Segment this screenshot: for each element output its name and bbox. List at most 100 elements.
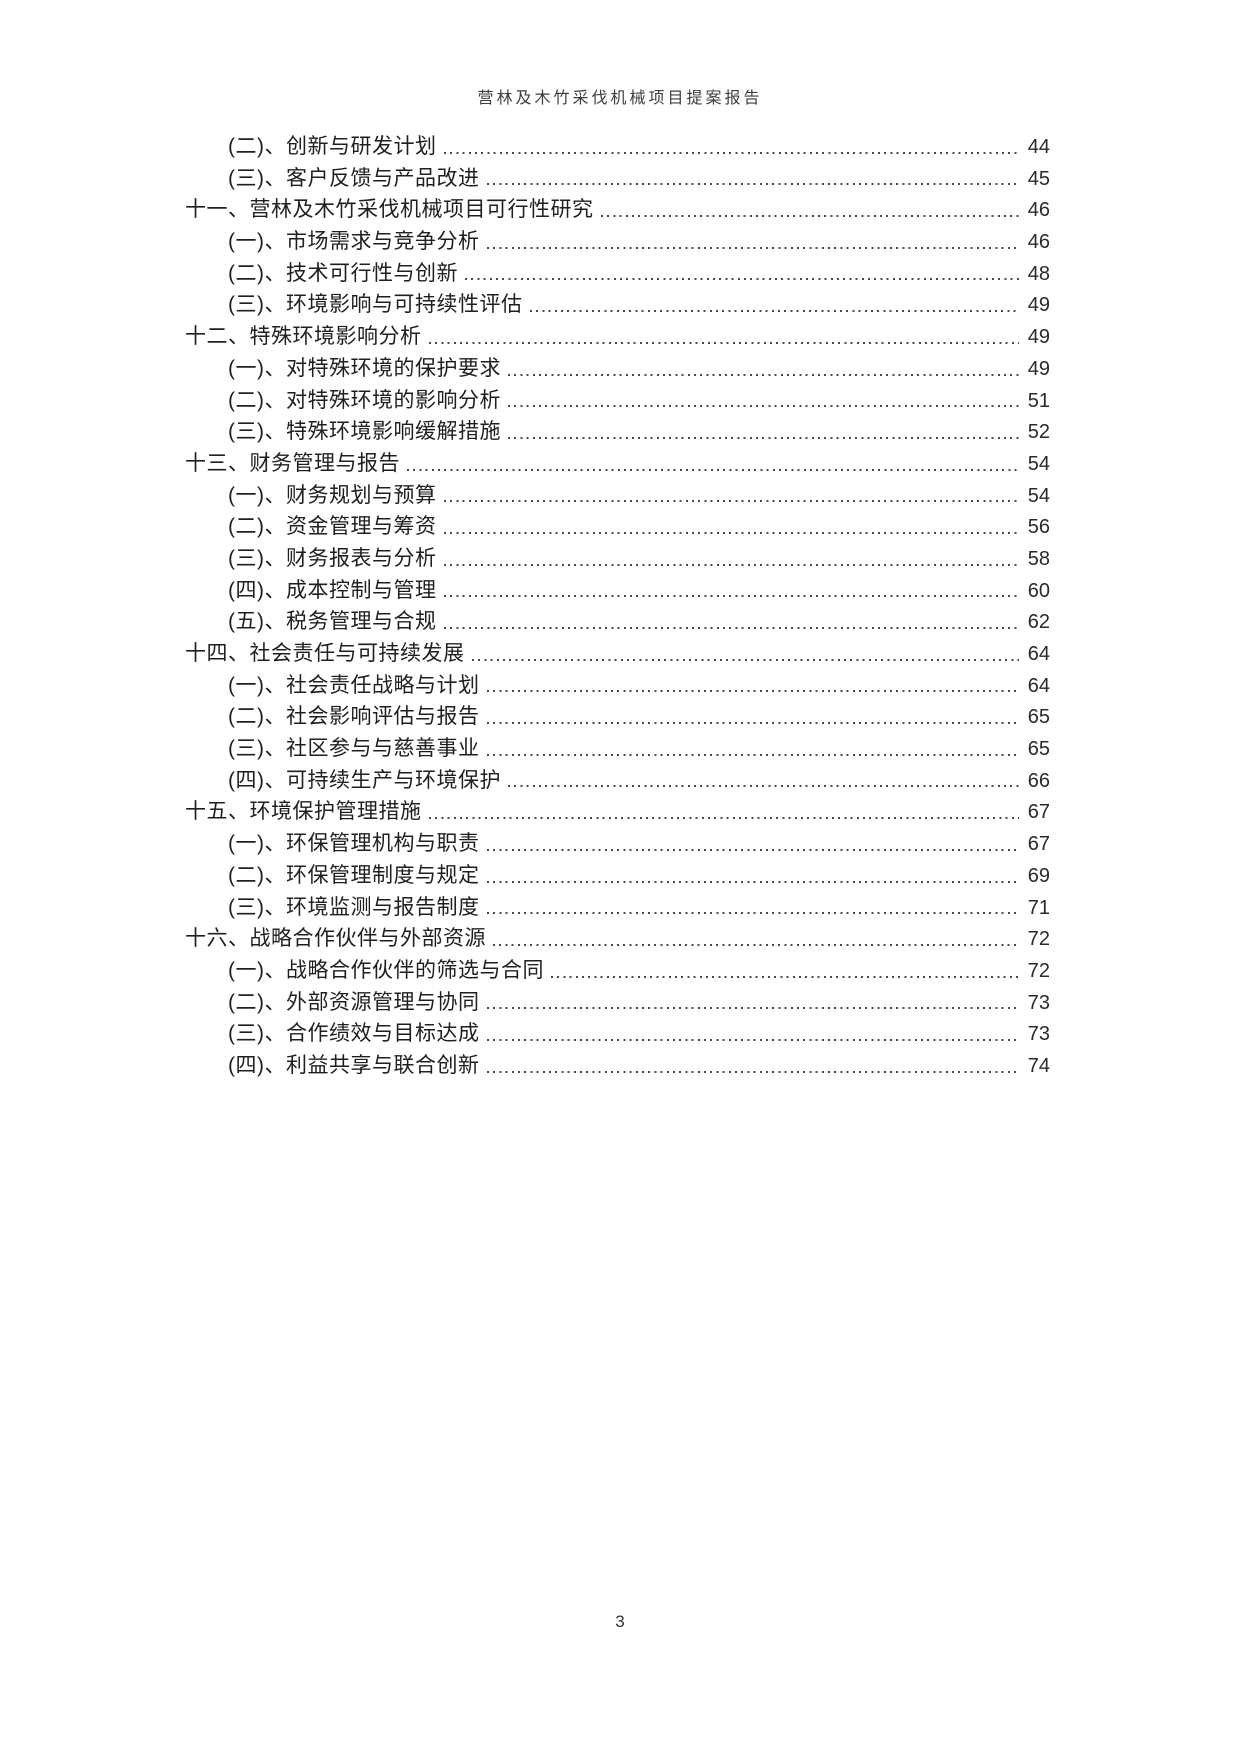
toc-entry-label: (三)、社区参与与慈善事业 <box>228 737 480 761</box>
toc-entry: (四)、利益共享与联合创新 74 <box>185 1049 1050 1081</box>
toc-entry-label: (三)、合作绩效与目标达成 <box>228 1022 480 1046</box>
toc-leader-dots <box>428 817 1019 820</box>
toc-entry-page-number: 71 <box>1027 896 1050 919</box>
toc-entry-page-number: 49 <box>1027 294 1050 317</box>
toc-entry: (二)、对特殊环境的影响分析 51 <box>185 384 1050 416</box>
toc-leader-dots <box>428 341 1019 344</box>
toc-entry: (三)、特殊环境影响缓解措施 52 <box>185 415 1050 447</box>
toc-leader-dots <box>486 246 1019 249</box>
toc-entry-label: (一)、战略合作伙伴的筛选与合同 <box>228 958 544 982</box>
toc-leader-dots <box>486 912 1019 915</box>
toc-entry-page-number: 60 <box>1027 579 1050 602</box>
toc-entry: (一)、财务规划与预算 54 <box>185 479 1050 511</box>
toc-entry-page-number: 65 <box>1027 706 1050 729</box>
toc-entry-label: (四)、可持续生产与环境保护 <box>228 768 501 792</box>
toc-entry-page-number: 45 <box>1027 167 1050 190</box>
toc-entry-label: (三)、客户反馈与产品改进 <box>228 166 480 190</box>
toc-leader-dots <box>486 1038 1019 1041</box>
toc-entry: (一)、战略合作伙伴的筛选与合同 72 <box>185 954 1050 986</box>
toc-entry-label: (三)、环境影响与可持续性评估 <box>228 293 523 317</box>
toc-leader-dots <box>551 975 1019 978</box>
toc-entry: (三)、客户反馈与产品改进 45 <box>185 162 1050 194</box>
toc-entry-label: (四)、利益共享与联合创新 <box>228 1053 480 1077</box>
toc-entry-label: (五)、税务管理与合规 <box>228 610 437 634</box>
toc-entry-label: (一)、对特殊环境的保护要求 <box>228 356 501 380</box>
toc-list: (二)、创新与研发计划 44 (三)、客户反馈与产品改进 45 十一、营林及木竹… <box>185 130 1050 1081</box>
toc-entry-page-number: 73 <box>1027 991 1050 1014</box>
toc-entry-label: (二)、资金管理与筹资 <box>228 515 437 539</box>
toc-leader-dots <box>486 848 1019 851</box>
toc-entry-page-number: 54 <box>1027 484 1050 507</box>
toc-leader-dots <box>486 880 1019 883</box>
toc-entry: 十一、营林及木竹采伐机械项目可行性研究 46 <box>185 193 1050 225</box>
toc-leader-dots <box>508 373 1019 376</box>
toc-entry: (二)、创新与研发计划 44 <box>185 130 1050 162</box>
toc-entry: 十四、社会责任与可持续发展 64 <box>185 637 1050 669</box>
toc-entry-page-number: 51 <box>1027 389 1050 412</box>
toc-leader-dots <box>529 310 1019 313</box>
toc-entry: (三)、环境影响与可持续性评估 49 <box>185 288 1050 320</box>
document-header-title: 营林及木竹采伐机械项目提案报告 <box>477 90 763 107</box>
toc-entry-label: 十二、特殊环境影响分析 <box>185 325 422 349</box>
toc-entry-page-number: 49 <box>1027 326 1050 349</box>
toc-leader-dots <box>443 500 1019 503</box>
toc-leader-dots <box>407 468 1019 471</box>
toc-entry-label: (四)、成本控制与管理 <box>228 578 437 602</box>
toc-entry-page-number: 46 <box>1027 199 1050 222</box>
toc-entry-page-number: 64 <box>1027 643 1050 665</box>
toc-entry: (一)、对特殊环境的保护要求 49 <box>185 352 1050 384</box>
toc-leader-dots <box>443 563 1019 566</box>
toc-entry-page-number: 74 <box>1027 1054 1050 1077</box>
toc-entry-page-number: 64 <box>1027 674 1050 697</box>
toc-entry-page-number: 52 <box>1027 421 1050 444</box>
toc-entry-page-number: 56 <box>1027 516 1050 539</box>
toc-leader-dots <box>443 627 1019 629</box>
toc-entry: 十六、战略合作伙伴与外部资源 72 <box>185 922 1050 954</box>
toc-entry: (一)、市场需求与竞争分析 46 <box>185 225 1050 257</box>
toc-leader-dots <box>443 151 1019 154</box>
toc-entry-label: 十四、社会责任与可持续发展 <box>185 642 465 665</box>
toc-leader-dots <box>486 1070 1019 1073</box>
toc-entry: (三)、环境监测与报告制度 71 <box>185 891 1050 923</box>
toc-leader-dots <box>443 531 1019 534</box>
toc-leader-dots <box>486 722 1019 725</box>
toc-entry-label: (二)、技术可行性与创新 <box>228 261 458 285</box>
toc-entry: (二)、资金管理与筹资 56 <box>185 510 1050 542</box>
toc-entry: (四)、可持续生产与环境保护 66 <box>185 764 1050 796</box>
toc-entry: 十五、环境保护管理措施 67 <box>185 795 1050 827</box>
toc-entry-page-number: 65 <box>1027 738 1050 761</box>
toc-entry: (二)、环保管理制度与规定 69 <box>185 859 1050 891</box>
toc-entry: (三)、社区参与与慈善事业 65 <box>185 732 1050 764</box>
toc-leader-dots <box>486 183 1019 186</box>
toc-entry-page-number: 54 <box>1027 452 1050 475</box>
toc-leader-dots <box>508 436 1019 439</box>
toc-entry-label: (二)、外部资源管理与协同 <box>228 990 480 1014</box>
toc-entry-page-number: 49 <box>1027 357 1050 380</box>
toc-leader-dots <box>493 943 1019 946</box>
toc-leader-dots <box>465 278 1019 281</box>
toc-entry-page-number: 46 <box>1027 231 1050 254</box>
toc-leader-dots <box>443 595 1019 598</box>
toc-entry-page-number: 67 <box>1027 801 1050 824</box>
toc-entry: (二)、社会影响评估与报告 65 <box>185 700 1050 732</box>
toc-entry: (一)、社会责任战略与计划 64 <box>185 669 1050 701</box>
toc-entry-label: (三)、财务报表与分析 <box>228 546 437 570</box>
toc-entry-label: (二)、对特殊环境的影响分析 <box>228 388 501 412</box>
toc-entry: (三)、合作绩效与目标达成 73 <box>185 1017 1050 1049</box>
toc-leader-dots <box>486 753 1019 756</box>
toc-leader-dots <box>486 690 1019 693</box>
toc-entry-label: 十一、营林及木竹采伐机械项目可行性研究 <box>185 198 594 222</box>
toc-entry: (五)、税务管理与合规 62 <box>185 605 1050 637</box>
toc-entry: (二)、技术可行性与创新 48 <box>185 257 1050 289</box>
toc-entry: (一)、环保管理机构与职责 67 <box>185 827 1050 859</box>
toc-entry-page-number: 72 <box>1027 928 1050 951</box>
toc-entry: 十三、财务管理与报告 54 <box>185 447 1050 479</box>
toc-leader-dots <box>486 1007 1019 1010</box>
toc-entry-label: (一)、财务规划与预算 <box>228 483 437 507</box>
toc-entry-page-number: 73 <box>1027 1023 1050 1046</box>
toc-entry-page-number: 44 <box>1027 136 1050 158</box>
toc-entry-label: (一)、社会责任战略与计划 <box>228 673 480 697</box>
toc-entry-page-number: 69 <box>1027 864 1050 887</box>
toc-entry-label: (三)、环境监测与报告制度 <box>228 895 480 919</box>
